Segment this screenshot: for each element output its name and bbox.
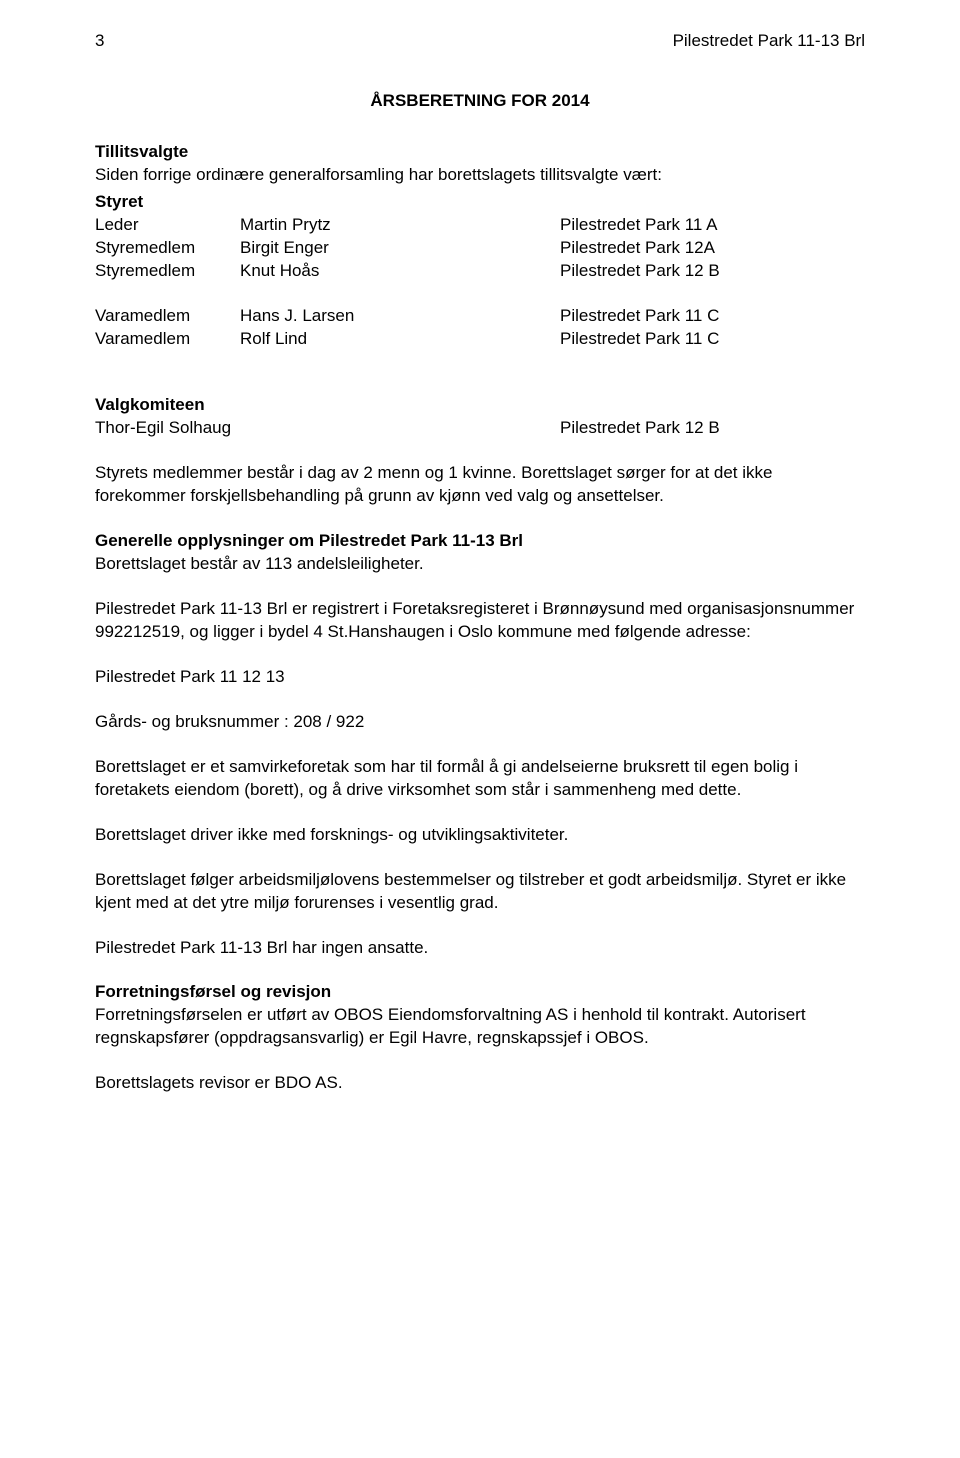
forsknings-line: Borettslaget driver ikke med forsknings-… — [95, 824, 865, 847]
styret-row: Leder Martin Prytz Pilestredet Park 11 A — [95, 214, 865, 237]
address: Pilestredet Park 12 B — [560, 417, 720, 440]
registrert-para: Pilestredet Park 11-13 Brl er registrert… — [95, 598, 865, 644]
generelle-heading: Generelle opplysninger om Pilestredet Pa… — [95, 530, 865, 553]
address: Pilestredet Park 12A — [560, 237, 865, 260]
generelle-line: Borettslaget består av 113 andelsleiligh… — [95, 553, 865, 576]
role: Varamedlem — [95, 328, 240, 351]
name: Martin Prytz — [240, 214, 560, 237]
main-title: ÅRSBERETNING FOR 2014 — [95, 90, 865, 113]
page-header-right: Pilestredet Park 11-13 Brl — [673, 30, 865, 53]
styret-row: Styremedlem Knut Hoås Pilestredet Park 1… — [95, 260, 865, 283]
tillitsvalgte-intro: Siden forrige ordinære generalforsamling… — [95, 164, 865, 187]
medlemmer-para: Styrets medlemmer består i dag av 2 menn… — [95, 462, 865, 508]
role: Styremedlem — [95, 237, 240, 260]
role: Leder — [95, 214, 240, 237]
name: Hans J. Larsen — [240, 305, 560, 328]
role: Varamedlem — [95, 305, 240, 328]
address: Pilestredet Park 11 C — [560, 328, 865, 351]
name: Birgit Enger — [240, 237, 560, 260]
address-line: Pilestredet Park 11 12 13 — [95, 666, 865, 689]
valgkomiteen-heading: Valgkomiteen — [95, 394, 865, 417]
revisor-line: Borettslagets revisor er BDO AS. — [95, 1072, 865, 1095]
name: Thor-Egil Solhaug — [95, 417, 560, 440]
tillitsvalgte-heading: Tillitsvalgte — [95, 141, 865, 164]
address: Pilestredet Park 12 B — [560, 260, 865, 283]
gaardsnummer: Gårds- og bruksnummer : 208 / 922 — [95, 711, 865, 734]
formaal-para: Borettslaget er et samvirkeforetak som h… — [95, 756, 865, 802]
role: Styremedlem — [95, 260, 240, 283]
styret-heading: Styret — [95, 191, 865, 214]
name: Knut Hoås — [240, 260, 560, 283]
arbeidsmiljo-para: Borettslaget følger arbeidsmiljølovens b… — [95, 869, 865, 915]
vara-row: Varamedlem Rolf Lind Pilestredet Park 11… — [95, 328, 865, 351]
styret-row: Styremedlem Birgit Enger Pilestredet Par… — [95, 237, 865, 260]
address: Pilestredet Park 11 A — [560, 214, 865, 237]
forretningsforsel-para: Forretningsførselen er utført av OBOS Ei… — [95, 1004, 865, 1050]
address: Pilestredet Park 11 C — [560, 305, 865, 328]
valgkomiteen-row: Thor-Egil Solhaug Pilestredet Park 12 B — [95, 417, 865, 440]
name: Rolf Lind — [240, 328, 560, 351]
ansatte-line: Pilestredet Park 11-13 Brl har ingen ans… — [95, 937, 865, 960]
page-number: 3 — [95, 30, 104, 53]
vara-row: Varamedlem Hans J. Larsen Pilestredet Pa… — [95, 305, 865, 328]
forretningsforsel-heading: Forretningsførsel og revisjon — [95, 981, 865, 1004]
